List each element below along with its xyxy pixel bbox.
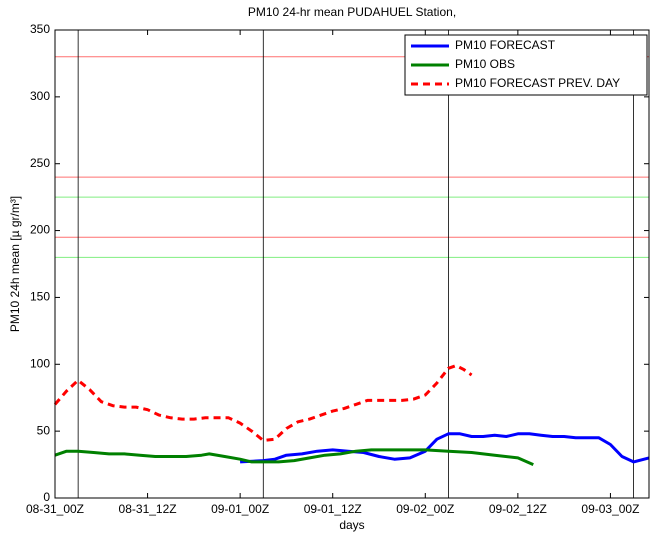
y-tick-label: 0	[43, 490, 50, 504]
series-line	[240, 432, 650, 464]
x-tick-label: 09-02_00Z	[396, 502, 454, 516]
plot-frame	[54, 29, 650, 499]
x-tick-label: 08-31_00Z	[26, 502, 84, 516]
y-tick-label: 150	[30, 290, 50, 304]
series-line	[54, 448, 534, 466]
y-tick-label: 200	[30, 223, 50, 237]
series-line	[53, 364, 473, 442]
x-tick-label: 09-02_12Z	[489, 502, 547, 516]
y-tick-label: 100	[30, 356, 50, 370]
legend-label: PM10 FORECAST	[455, 38, 556, 52]
y-tick-label: 250	[30, 156, 50, 170]
y-tick-label: 50	[37, 423, 51, 437]
x-axis-label: days	[339, 518, 364, 532]
x-tick-label: 09-01_00Z	[211, 502, 269, 516]
legend-label: PM10 OBS	[455, 57, 515, 71]
x-tick-label: 08-31_12Z	[119, 502, 177, 516]
x-tick-label: 09-01_12Z	[304, 502, 362, 516]
chart-title: PM10 24-hr mean PUDAHUEL Station,	[248, 5, 456, 19]
y-tick-label: 350	[30, 22, 50, 36]
legend-label: PM10 FORECAST PREV. DAY	[455, 76, 620, 90]
y-axis-label: PM10 24h mean [µ gr/m³]	[8, 196, 22, 332]
x-tick-label: 09-03_00Z	[581, 502, 639, 516]
y-tick-label: 300	[30, 89, 50, 103]
